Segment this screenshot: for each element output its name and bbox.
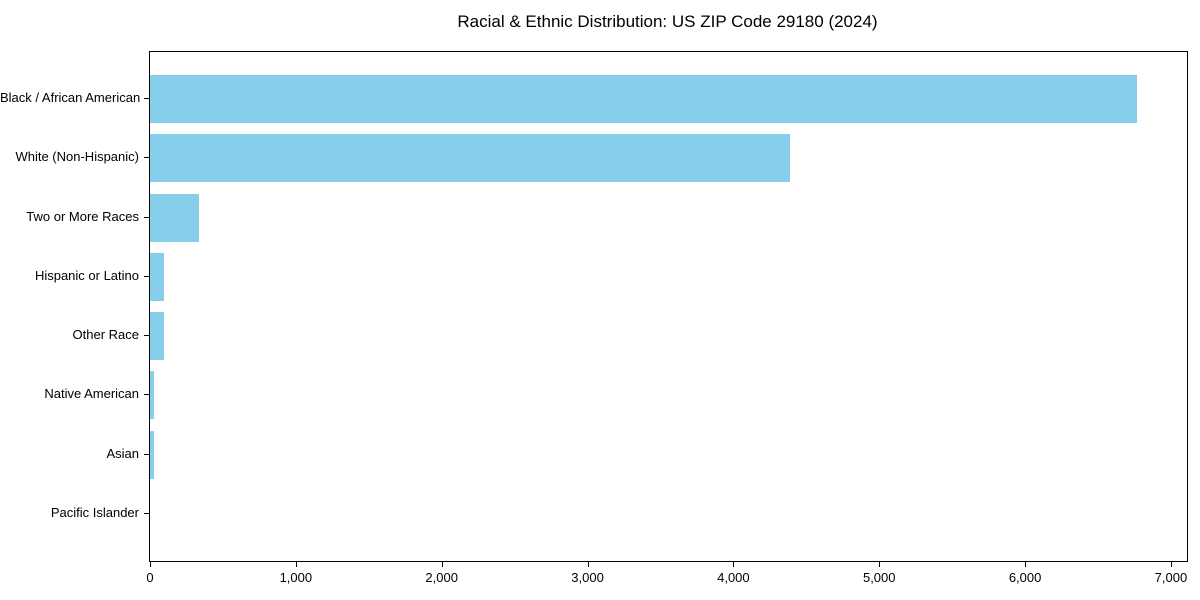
y-tick xyxy=(144,275,149,277)
x-tick xyxy=(1025,562,1027,567)
x-tick-label: 4,000 xyxy=(717,570,750,585)
x-tick-label: 2,000 xyxy=(425,570,458,585)
y-axis-label: Hispanic or Latino xyxy=(34,267,139,283)
y-tick xyxy=(144,335,149,337)
y-tick xyxy=(144,98,149,99)
y-axis-label: Two or More Races xyxy=(26,208,139,224)
y-tick xyxy=(144,513,149,514)
bar xyxy=(150,75,1138,123)
y-tick xyxy=(144,157,149,159)
x-tick xyxy=(587,562,589,567)
y-axis-label: Asian xyxy=(106,445,139,461)
bar xyxy=(150,430,155,479)
y-tick xyxy=(144,216,149,218)
x-tick xyxy=(733,562,735,567)
y-axis-label: Black / African American xyxy=(0,90,141,105)
x-tick xyxy=(150,562,151,567)
x-tick-label: 5,000 xyxy=(862,570,896,585)
bar xyxy=(150,312,165,361)
x-tick-label: 3,000 xyxy=(571,570,604,585)
x-tick xyxy=(879,562,881,567)
bar xyxy=(150,252,164,301)
chart-title: Racial & Ethnic Distribution: US ZIP Cod… xyxy=(457,12,878,31)
x-tick-label: 6,000 xyxy=(1008,570,1042,585)
bar xyxy=(150,371,154,420)
bar xyxy=(150,193,199,242)
x-tick-label: 1,000 xyxy=(279,570,313,585)
x-tick xyxy=(1170,562,1172,567)
x-tick-label: 0 xyxy=(146,570,154,585)
x-tick-label: 7,000 xyxy=(1154,570,1188,585)
y-tick xyxy=(144,394,149,396)
y-axis-label: Native American xyxy=(44,386,139,402)
plot-area xyxy=(149,51,1188,562)
bar xyxy=(150,134,790,183)
x-tick xyxy=(441,562,443,567)
y-tick xyxy=(144,453,149,455)
y-axis-label: White (Non-Hispanic) xyxy=(15,149,139,165)
y-axis-label: Pacific Islander xyxy=(50,505,139,520)
x-tick xyxy=(295,562,297,567)
y-axis-label: Other Race xyxy=(72,327,139,343)
